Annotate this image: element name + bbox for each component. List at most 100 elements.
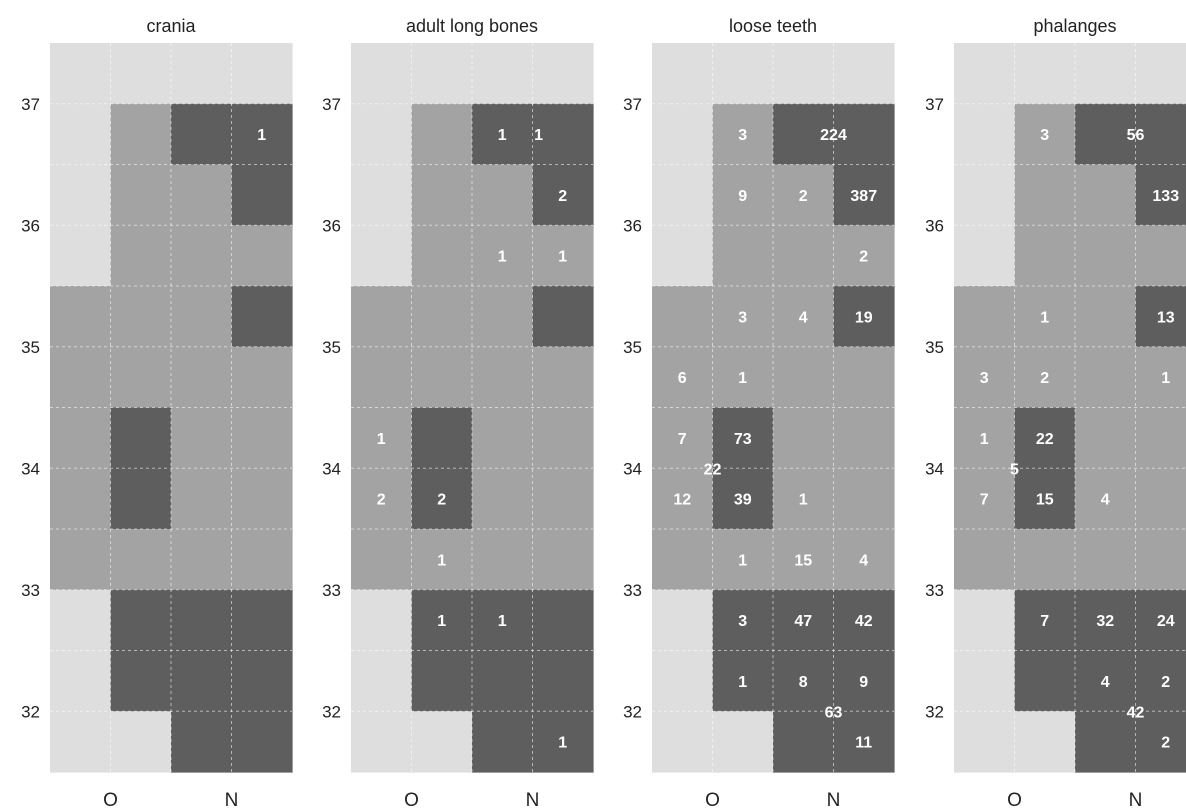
y-tick-label: 32 — [623, 702, 642, 721]
heatmap-cell — [773, 711, 835, 773]
count-label: 1 — [498, 613, 507, 630]
heatmap-cell — [411, 711, 473, 773]
count-label: 15 — [1036, 492, 1054, 509]
count-label: 12 — [673, 492, 691, 509]
heatmap-cell — [773, 43, 835, 105]
heatmap-cell — [351, 529, 413, 591]
heatmap-cell — [712, 225, 774, 287]
heatmap-cell — [833, 711, 895, 773]
heatmap-cell — [110, 103, 172, 166]
heatmap-cell — [50, 407, 112, 469]
count-label: 4 — [1101, 492, 1110, 509]
heatmap-cell — [171, 407, 233, 469]
heatmap-cell — [411, 650, 473, 712]
heatmap-cell — [1014, 225, 1076, 287]
heatmap-cell — [1075, 43, 1137, 105]
heatmap-cell — [171, 164, 233, 226]
heatmap-cell — [833, 407, 895, 469]
count-label: 1 — [534, 127, 543, 144]
heatmap-cell — [50, 468, 112, 530]
heatmap-cell — [833, 529, 895, 591]
count-label: 2 — [1040, 370, 1049, 387]
x-tick-label: N — [1129, 790, 1143, 808]
heatmap-cell — [171, 589, 233, 652]
count-label: 2 — [437, 492, 446, 509]
heatmap-cell — [411, 164, 473, 226]
heatmap-cell — [472, 650, 534, 712]
x-tick-label: O — [1007, 790, 1022, 808]
count-label: 11 — [855, 735, 872, 752]
heatmap-cell — [1075, 103, 1137, 166]
heatmap-cell — [171, 711, 233, 773]
heatmap-cell — [110, 286, 172, 348]
panel-title: loose teeth — [729, 16, 817, 36]
count-label: 42 — [855, 613, 873, 630]
heatmap-cell — [231, 164, 293, 226]
heatmap-cell — [712, 468, 774, 530]
heatmap-cell — [1135, 164, 1186, 226]
heatmap-cell — [1135, 103, 1186, 166]
heatmap-cell — [712, 589, 774, 652]
count-label: 42 — [1127, 704, 1145, 721]
heatmap-cell — [833, 650, 895, 712]
heatmap-cell — [231, 589, 293, 652]
heatmap-cell — [773, 164, 835, 226]
heatmap-cell — [411, 225, 473, 287]
x-tick-label: O — [103, 790, 118, 808]
heatmap-cell — [472, 286, 534, 348]
heatmap-cell — [954, 43, 1016, 105]
heatmap-cell — [110, 225, 172, 287]
heatmap-cell — [231, 711, 293, 773]
count-label: 22 — [1036, 431, 1054, 448]
heatmap-cell — [652, 225, 714, 287]
heatmap-cell — [954, 589, 1016, 652]
count-label: 63 — [825, 704, 843, 721]
heatmap-cell — [171, 286, 233, 348]
heatmap-cell — [1075, 711, 1137, 773]
heatmap-cell — [773, 407, 835, 469]
heatmap-cell — [110, 529, 172, 591]
heatmap-cell — [954, 103, 1016, 166]
heatmap-cell — [171, 468, 233, 530]
heatmap-cell — [1075, 164, 1137, 226]
count-label: 1 — [437, 552, 446, 569]
y-tick-label: 34 — [623, 459, 642, 478]
y-tick-label: 37 — [925, 95, 944, 114]
y-tick-label: 36 — [623, 216, 642, 235]
heatmap-cell — [652, 529, 714, 591]
count-label: 3 — [738, 613, 747, 630]
y-tick-label: 35 — [623, 338, 642, 357]
heatmap-cell — [712, 103, 774, 166]
heatmap-cell — [532, 589, 594, 652]
heatmap-cell — [833, 286, 895, 348]
heatmap-cell — [50, 103, 112, 166]
heatmap-cell — [532, 407, 594, 469]
count-label: 224 — [820, 127, 847, 144]
count-label: 1 — [558, 249, 567, 266]
count-label: 1 — [738, 552, 747, 569]
count-label: 32 — [1096, 613, 1114, 630]
y-tick-label: 32 — [21, 702, 40, 721]
heatmap-cell — [351, 650, 413, 712]
heatmap-cell — [411, 529, 473, 591]
heatmap-cell — [1075, 589, 1137, 652]
heatmap-cell — [652, 43, 714, 105]
heatmap-cell — [171, 346, 233, 409]
y-tick-label: 36 — [322, 216, 341, 235]
heatmap-cell — [231, 225, 293, 287]
heatmap-cell — [833, 225, 895, 287]
heatmap-cell — [833, 346, 895, 409]
count-label: 73 — [734, 431, 752, 448]
heatmap-cell — [954, 529, 1016, 591]
y-tick-label: 37 — [21, 95, 40, 114]
heatmap-cell — [171, 43, 233, 105]
panel-0: crania 32 33 34 35 36 37 O N 1 — [21, 16, 293, 808]
count-label: 1 — [738, 370, 747, 387]
heatmap-cell — [110, 43, 172, 105]
heatmap-cell — [411, 468, 473, 530]
heatmap-cell — [351, 43, 413, 105]
heatmap-cell — [1135, 650, 1186, 712]
y-tick-label: 37 — [322, 95, 341, 114]
heatmap-cell — [50, 650, 112, 712]
heatmap-cell — [773, 103, 835, 166]
